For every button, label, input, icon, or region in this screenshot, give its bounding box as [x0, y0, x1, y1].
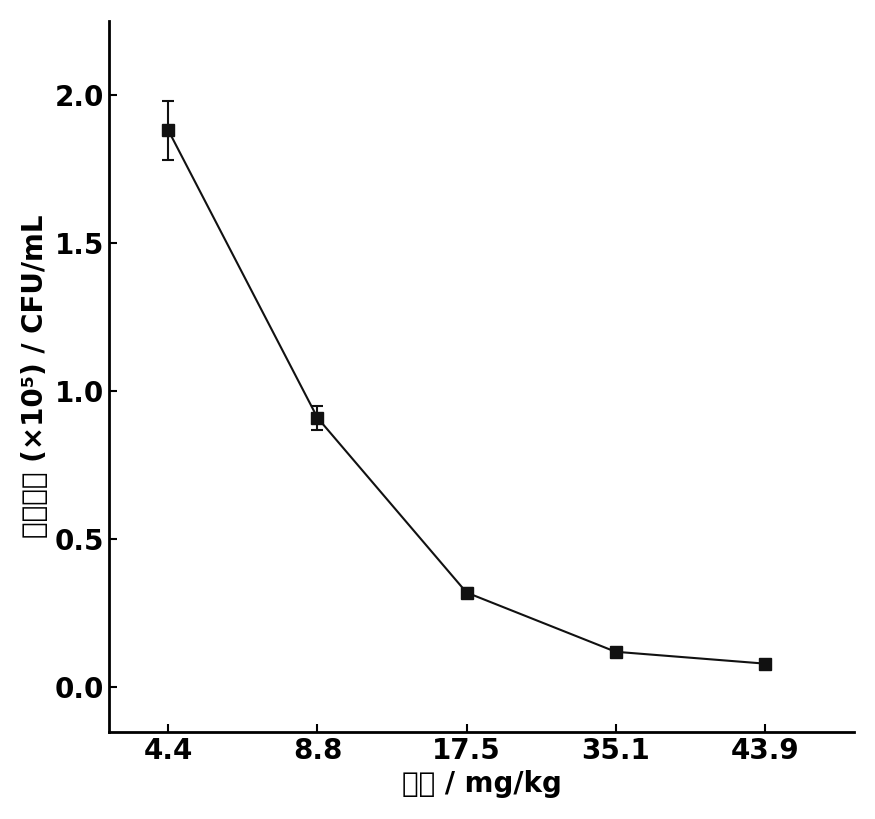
X-axis label: 浓度 / mg/kg: 浓度 / mg/kg: [402, 770, 562, 799]
Y-axis label: 菌落总数 (×10⁵) / CFU/mL: 菌落总数 (×10⁵) / CFU/mL: [21, 215, 49, 538]
